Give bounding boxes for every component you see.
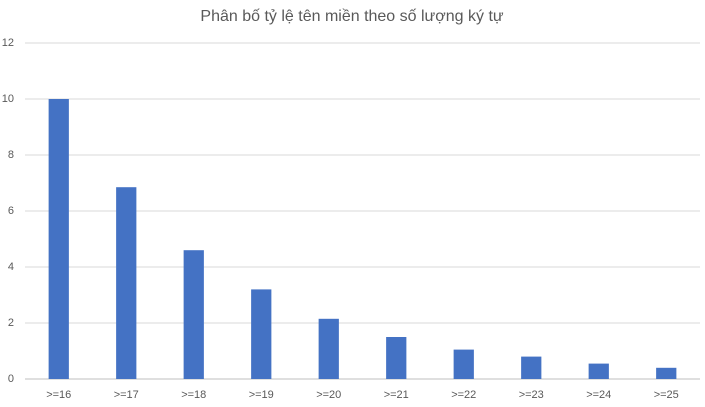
x-tick-label: >=21 [384,389,409,401]
x-tick-label: >=20 [316,389,341,401]
bar [318,318,339,379]
y-tick-label: 6 [8,205,14,217]
bar [656,367,677,379]
x-tick-label: >=23 [519,389,544,401]
x-tick-label: >=22 [451,389,476,401]
x-tick-label: >=18 [181,389,206,401]
bar [48,99,69,379]
x-tick-label: >=17 [114,389,139,401]
y-tick-label: 12 [2,37,14,49]
bar [116,187,137,379]
bar [183,250,204,379]
x-tick-label: >=25 [654,389,679,401]
x-tick-label: >=16 [46,389,71,401]
bar [251,289,272,379]
bar [521,356,542,379]
y-tick-label: 4 [8,261,14,273]
y-tick-label: 10 [2,93,14,105]
y-tick-label: 0 [8,373,14,385]
bar [386,337,407,379]
x-tick-label: >=24 [586,389,611,401]
bar [453,349,474,379]
x-tick-label: >=19 [249,389,274,401]
bar [588,363,609,379]
y-tick-label: 8 [8,149,14,161]
chart-title: Phân bố tỷ lệ tên miền theo số lượng ký … [200,8,503,25]
y-tick-label: 2 [8,317,14,329]
